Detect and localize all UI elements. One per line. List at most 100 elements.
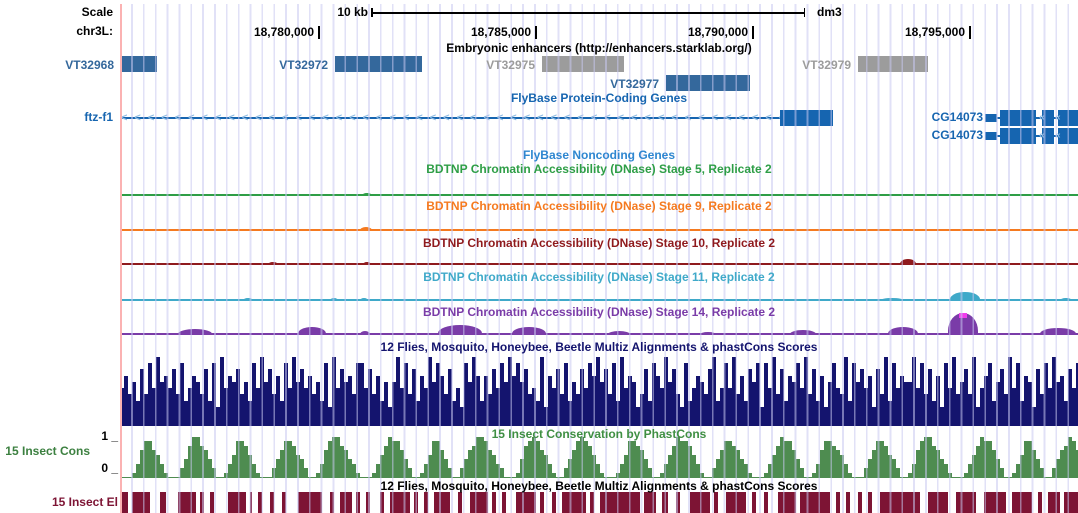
conserved-element-block: [690, 492, 710, 513]
bdtnp-signal-peak: [360, 331, 370, 335]
cg14073-exon-0[interactable]: [1058, 110, 1078, 126]
bdtnp-signal-peak: [900, 259, 916, 265]
bdtnp-signal-peak: [950, 292, 980, 301]
conserved-element-block: [836, 492, 840, 513]
bdtnp-signal-peak: [512, 327, 546, 335]
enhancer-box-VT32979[interactable]: [858, 56, 928, 72]
conserved-element-block: [470, 492, 488, 513]
multiz-track-title[interactable]: 12 Flies, Mosquito, Honeybee, Beetle Mul…: [380, 340, 818, 354]
assembly-label: dm3: [817, 5, 842, 19]
conserved-element-block: [390, 492, 410, 513]
bdtnp-signal-peak: [888, 327, 918, 335]
coordinate-tick: [969, 26, 971, 39]
bdtnp-stage-baseline[interactable]: [120, 194, 1078, 196]
phastcons-axis-min: 0 _: [101, 461, 118, 475]
histogram-bar: [164, 472, 168, 477]
conserved-element-block: [132, 492, 150, 513]
conserved-element-block: [502, 492, 506, 513]
scale-bar: [371, 8, 805, 17]
conserved-element-block: [800, 492, 830, 513]
conserved-element-block: [160, 492, 166, 513]
bdtnp-stage-title-5[interactable]: BDTNP Chromatin Accessibility (DNase) St…: [422, 305, 776, 319]
noncoding-genes-track-title[interactable]: FlyBase Noncoding Genes: [522, 148, 676, 162]
bdtnp-signal-peak: [608, 331, 630, 335]
insect-elements-track[interactable]: [120, 492, 1078, 513]
enhancer-label-VT32977[interactable]: VT32977: [610, 77, 659, 91]
phastcons-histogram[interactable]: [120, 437, 1078, 478]
conserved-element-block: [644, 492, 656, 513]
conserved-element-block: [562, 492, 586, 513]
conserved-element-block: [858, 492, 862, 513]
scale-label: Scale: [81, 5, 113, 19]
conserved-element-block: [424, 492, 428, 513]
gene-label-cg14073-2[interactable]: CG14073: [931, 128, 983, 142]
histogram-bar: [1040, 468, 1044, 477]
conserved-element-block: [600, 492, 640, 513]
histogram-bar: [700, 472, 704, 477]
cg14073-exon-1[interactable]: [1058, 128, 1078, 144]
conserved-element-block: [178, 492, 196, 513]
bdtnp-stage-title-3[interactable]: BDTNP Chromatin Accessibility (DNase) St…: [422, 236, 776, 250]
histogram-bar: [648, 468, 652, 477]
enhancer-label-VT32979[interactable]: VT32979: [802, 58, 851, 72]
enhancer-label-VT32975[interactable]: VT32975: [486, 58, 535, 72]
conserved-element-block: [778, 492, 796, 513]
bdtnp-stage-title-2[interactable]: BDTNP Chromatin Accessibility (DNase) St…: [426, 199, 772, 213]
conserved-element-block: [662, 492, 668, 513]
conserved-element-block: [676, 492, 680, 513]
cg14073-strand-arrow: «: [1055, 112, 1061, 123]
cg14073-exon-1[interactable]: [985, 132, 997, 140]
conserved-element-block: [210, 492, 214, 513]
enhancer-label-VT32972[interactable]: VT32972: [279, 58, 328, 72]
conserved-element-block: [984, 492, 1006, 513]
conserved-element-block: [330, 492, 334, 513]
ftz-f1-exon[interactable]: [780, 110, 833, 126]
bdtnp-signal-peak: [360, 227, 372, 231]
bdtnp-stage-baseline[interactable]: [120, 299, 1078, 301]
bdtnp-stage-baseline[interactable]: [120, 229, 1078, 231]
coordinate-label: 18,790,000: [687, 25, 748, 39]
conserved-element-block: [492, 492, 496, 513]
bdtnp-signal-peak: [298, 327, 326, 335]
cg14073-exon-0[interactable]: [985, 114, 997, 122]
coding-genes-track-title[interactable]: FlyBase Protein-Coding Genes: [510, 91, 688, 105]
phastcons-track-title[interactable]: 15 Insect Conservation by PhastCons: [491, 427, 707, 441]
enhancers-track-title[interactable]: Embryonic enhancers (http://enhancers.st…: [446, 41, 752, 55]
conserved-element-block: [764, 492, 768, 513]
gene-label-ftz-f1[interactable]: ftz-f1: [84, 110, 113, 124]
histogram-bar: [1000, 468, 1004, 477]
enhancer-label-VT32968[interactable]: VT32968: [65, 58, 114, 72]
coordinate-label: 18,780,000: [253, 25, 314, 39]
gene-label-cg14073-1[interactable]: CG14073: [931, 110, 983, 124]
bdtnp-stage-baseline[interactable]: [120, 263, 1078, 265]
multiz-elements-track-title[interactable]: 12 Flies, Mosquito, Honeybee, Beetle Mul…: [380, 479, 818, 493]
histogram-bar: [304, 468, 308, 477]
bdtnp-stage-title-1[interactable]: BDTNP Chromatin Accessibility (DNase) St…: [426, 162, 772, 176]
bdtnp-signal-peak: [363, 262, 371, 265]
multiz-histogram[interactable]: [120, 357, 1078, 426]
insect-elements-track-label[interactable]: 15 Insect El: [51, 495, 118, 509]
histogram-bar: [948, 472, 952, 477]
cg14073-strand-arrow: «: [1055, 130, 1061, 141]
bdtnp-stage-title-4[interactable]: BDTNP Chromatin Accessibility (DNase) St…: [423, 270, 775, 284]
bdtnp-signal-peak: [1040, 328, 1076, 335]
conserved-element-block: [282, 492, 286, 513]
conserved-element-block: [752, 492, 756, 513]
scale-value-label: 10 kb: [337, 5, 368, 19]
coordinate-tick: [318, 26, 320, 39]
bdtnp-stage-baseline[interactable]: [120, 333, 1078, 335]
conserved-element-block: [298, 492, 322, 513]
bdtnp-signal-peak: [880, 298, 904, 301]
enhancer-box-VT32977[interactable]: [666, 75, 750, 91]
cg14073-exon-1[interactable]: [1000, 128, 1036, 144]
bdtnp-signal-peak: [330, 298, 338, 301]
conserved-element-block: [590, 492, 594, 513]
coordinate-tick: [752, 26, 754, 39]
conserved-element-block: [552, 492, 556, 513]
enhancer-box-VT32968[interactable]: [121, 56, 157, 72]
conserved-element-block: [956, 492, 976, 513]
cg14073-exon-0[interactable]: [1000, 110, 1036, 126]
phastcons-track-label[interactable]: 15 Insect Cons: [5, 444, 90, 458]
enhancer-box-VT32975[interactable]: [542, 56, 624, 72]
